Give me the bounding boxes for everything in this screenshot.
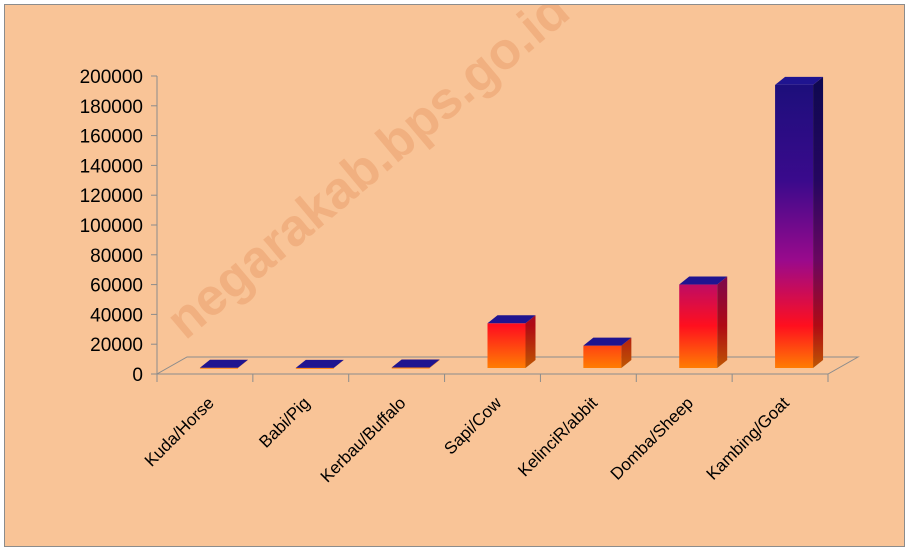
chart-frame: 0 20000 40000 60000 80000 100000 120000 140000 1… — [4, 4, 905, 547]
y-tick-label: 180000 — [80, 97, 143, 118]
y-tick-label: 0 — [132, 365, 143, 386]
x-category-label: Kuda/Horse — [141, 393, 218, 470]
bar-kelincir-abbit — [583, 337, 632, 368]
y-tick-label: 20000 — [90, 335, 143, 356]
bar-kuda-horse — [199, 359, 248, 369]
y-tick-label: 40000 — [90, 305, 143, 326]
x-category-label: Kambing/Goat — [703, 393, 793, 483]
y-tick-label: 120000 — [80, 186, 143, 207]
y-tick-label: 160000 — [80, 127, 143, 148]
bar-chart: 0 20000 40000 60000 80000 100000 120000 140000 1… — [80, 67, 860, 486]
y-tick-label: 200000 — [80, 67, 143, 88]
bar-domba-sheep — [679, 276, 728, 368]
bar-babi-pig — [295, 359, 344, 369]
x-category-label: KelinciR/abbit — [514, 393, 601, 480]
x-category-label: Babi/Pig — [255, 393, 313, 451]
x-category-label: Sapi/Cow — [440, 393, 505, 458]
x-category-label: Domba/Sheep — [607, 393, 697, 483]
bar-kambing-goat — [775, 76, 824, 369]
bar-kerbau-buffalo — [391, 359, 440, 369]
y-tick-label: 60000 — [90, 276, 143, 297]
bar-sapi-cow — [487, 315, 536, 368]
x-category-label: Kerbau/Buffalo — [317, 393, 410, 486]
y-tick-label: 140000 — [80, 156, 143, 177]
y-tick-label: 80000 — [90, 246, 143, 267]
y-tick-label: 100000 — [80, 216, 143, 237]
